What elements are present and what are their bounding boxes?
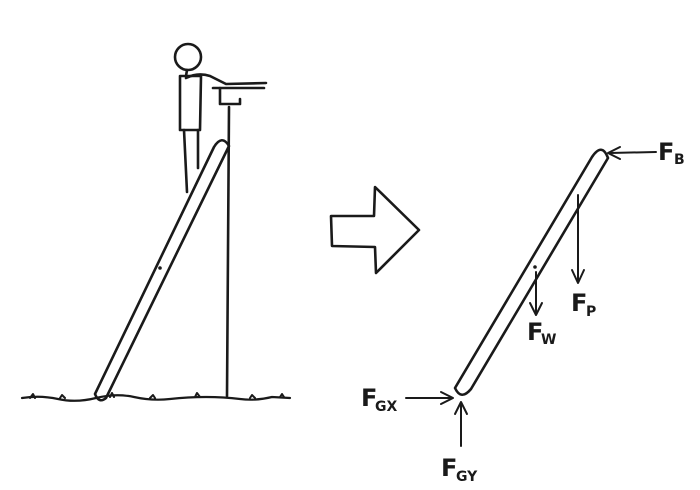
force-fp: F P xyxy=(571,194,596,320)
post xyxy=(225,105,231,398)
person-torso xyxy=(178,74,203,132)
transform-arrow-icon xyxy=(329,185,421,275)
force-fb: F B xyxy=(607,138,685,168)
force-fgy-subscript: GY xyxy=(456,469,478,485)
force-fgy: F GY xyxy=(441,401,478,485)
ladder-free-body: F B F P F W F GX F GY xyxy=(361,138,685,485)
force-fgx-symbol: F xyxy=(361,384,377,412)
force-fgx-subscript: GX xyxy=(375,399,397,415)
ladder-center-dot xyxy=(158,266,162,270)
person-head xyxy=(173,42,203,72)
post-box xyxy=(218,86,242,106)
ground-line xyxy=(20,394,292,402)
fbd-ladder xyxy=(453,148,610,397)
force-fgy-symbol: F xyxy=(441,454,457,482)
person-arm xyxy=(184,73,268,90)
ladder xyxy=(93,138,231,402)
force-fp-symbol: F xyxy=(571,289,587,317)
force-fb-symbol: F xyxy=(658,138,674,166)
force-fgx: F GX xyxy=(361,384,454,415)
force-fp-subscript: P xyxy=(586,304,596,320)
fbd-ladder-center-dot xyxy=(533,265,537,269)
force-fw-symbol: F xyxy=(527,318,543,346)
grass-tufts xyxy=(29,392,285,399)
person-leg-left xyxy=(182,128,189,194)
person xyxy=(173,42,268,194)
ladder-scene xyxy=(20,42,292,402)
force-fw: F W xyxy=(527,271,556,348)
force-fw-subscript: W xyxy=(541,332,556,348)
force-fb-subscript: B xyxy=(674,152,685,168)
